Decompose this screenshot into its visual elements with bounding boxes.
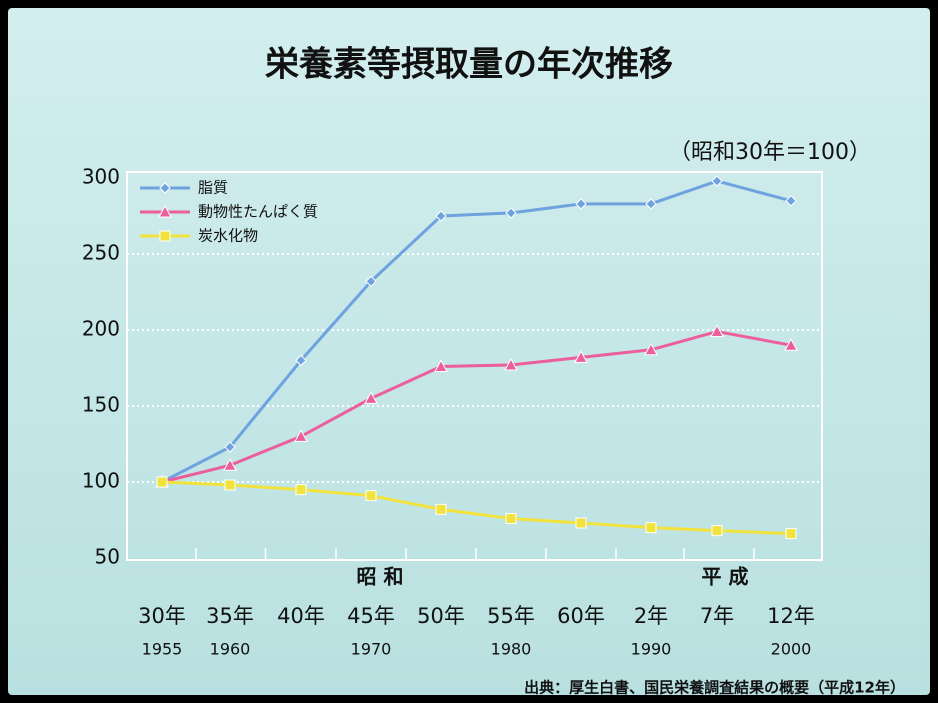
series-line bbox=[161, 480, 792, 536]
marker bbox=[644, 342, 658, 356]
era-label: 平 成 bbox=[702, 565, 749, 589]
x-tick-label: 2年 bbox=[634, 604, 668, 628]
marker bbox=[645, 198, 657, 210]
y-tick-label: 100 bbox=[82, 469, 120, 493]
marker bbox=[785, 195, 797, 207]
marker bbox=[574, 350, 588, 363]
series-line bbox=[161, 329, 792, 484]
marker bbox=[435, 503, 447, 515]
marker bbox=[364, 391, 378, 404]
marker bbox=[784, 338, 798, 351]
marker bbox=[504, 357, 518, 371]
x-tick-label: 35年 bbox=[206, 604, 254, 628]
x-tick-label: 55年 bbox=[487, 604, 535, 628]
era-label: 昭 和 bbox=[357, 565, 404, 589]
y-tick-label: 200 bbox=[82, 317, 120, 341]
x-tick-label: 50年 bbox=[417, 604, 465, 628]
subtitle: （昭和30年＝100） bbox=[669, 140, 871, 165]
marker bbox=[434, 359, 448, 372]
marker bbox=[575, 198, 587, 210]
marker bbox=[156, 476, 168, 488]
marker bbox=[435, 210, 447, 222]
marker bbox=[575, 517, 587, 529]
y-tick-label: 150 bbox=[82, 393, 120, 417]
marker bbox=[365, 490, 377, 502]
x-tick-label: 12年 bbox=[767, 604, 815, 628]
marker bbox=[295, 354, 307, 367]
marker bbox=[294, 429, 308, 442]
x-tick-label: 60年 bbox=[557, 604, 605, 628]
legend-marker bbox=[158, 204, 172, 218]
chart-title: 栄養素等摂取量の年次推移 bbox=[265, 45, 673, 85]
x-tick-label: 40年 bbox=[277, 604, 325, 628]
marker bbox=[505, 512, 517, 524]
y-tick-label: 50 bbox=[95, 545, 120, 569]
x-tick-label: 45年 bbox=[347, 604, 395, 628]
marker bbox=[365, 275, 377, 288]
series-line bbox=[161, 179, 792, 484]
marker bbox=[505, 207, 517, 219]
y-tick-label: 300 bbox=[82, 165, 120, 189]
source: 出典：厚生白書、国民栄養調査結果の概要（平成12年） bbox=[524, 679, 905, 697]
year-label: 1955 bbox=[142, 640, 183, 659]
legend-label: 脂質 bbox=[198, 179, 228, 197]
y-tick-label: 250 bbox=[82, 241, 120, 265]
x-tick-label: 7年 bbox=[700, 604, 734, 628]
year-label: 2000 bbox=[771, 640, 812, 659]
marker bbox=[224, 479, 236, 491]
marker bbox=[785, 528, 797, 540]
marker bbox=[223, 458, 237, 471]
year-label: 1980 bbox=[491, 640, 532, 659]
year-label: 1960 bbox=[210, 640, 251, 659]
marker bbox=[295, 484, 307, 496]
plot-frame bbox=[126, 171, 823, 561]
marker bbox=[711, 175, 723, 187]
x-tick-label: 30年 bbox=[138, 604, 186, 628]
legend-marker bbox=[159, 230, 171, 242]
legend-label: 動物性たんぱく質 bbox=[198, 203, 318, 221]
legend-marker bbox=[159, 182, 171, 194]
legend-label: 炭水化物 bbox=[198, 227, 258, 245]
year-label: 1970 bbox=[351, 640, 392, 659]
marker bbox=[711, 525, 723, 537]
year-label: 1990 bbox=[631, 640, 672, 659]
marker bbox=[710, 324, 724, 338]
panel bbox=[8, 8, 930, 695]
marker bbox=[645, 522, 657, 534]
marker bbox=[224, 441, 236, 453]
